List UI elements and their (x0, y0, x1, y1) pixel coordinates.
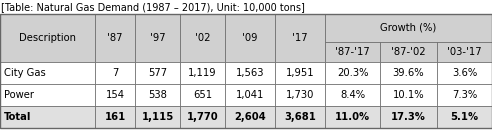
Bar (0, 62, 95, 84)
Text: 1,730: 1,730 (286, 90, 314, 100)
Text: '02: '02 (195, 33, 210, 43)
Text: 1,119: 1,119 (188, 68, 217, 78)
Bar (380, 84, 437, 106)
Bar (135, 14, 180, 62)
Bar (437, 62, 492, 84)
Bar (275, 62, 325, 84)
Bar (380, 106, 437, 128)
Text: '09: '09 (242, 33, 258, 43)
Text: 10.1%: 10.1% (393, 90, 424, 100)
Bar (135, 106, 180, 128)
Bar (95, 106, 135, 128)
Bar (275, 84, 325, 106)
Text: '87-'02: '87-'02 (391, 47, 426, 57)
Text: 1,041: 1,041 (236, 90, 264, 100)
Bar (325, 62, 380, 84)
Text: '17: '17 (292, 33, 308, 43)
Text: 5.1%: 5.1% (451, 112, 479, 122)
Text: 1,115: 1,115 (141, 112, 174, 122)
Bar (225, 14, 275, 62)
Bar (275, 14, 325, 62)
Bar (0, 14, 492, 128)
Bar (0, 84, 95, 106)
Bar (95, 14, 135, 62)
Text: '87-'17: '87-'17 (335, 47, 370, 57)
Bar (0, 106, 95, 128)
Text: 577: 577 (148, 68, 167, 78)
Bar (180, 84, 225, 106)
Bar (180, 106, 225, 128)
Bar (325, 42, 380, 62)
Bar (437, 106, 492, 128)
Bar (275, 106, 325, 128)
Text: 1,563: 1,563 (236, 68, 264, 78)
Text: 11.0%: 11.0% (335, 112, 370, 122)
Text: 39.6%: 39.6% (393, 68, 424, 78)
Bar (180, 62, 225, 84)
Text: 2,604: 2,604 (234, 112, 266, 122)
Bar (180, 14, 225, 62)
Bar (225, 106, 275, 128)
Text: 538: 538 (148, 90, 167, 100)
Text: 7: 7 (112, 68, 118, 78)
Text: [Table: Natural Gas Demand (1987 – 2017), Unit: 10,000 tons]: [Table: Natural Gas Demand (1987 – 2017)… (1, 2, 305, 12)
Text: Growth (%): Growth (%) (380, 23, 436, 33)
Bar (437, 84, 492, 106)
Text: '97: '97 (150, 33, 165, 43)
Text: 651: 651 (193, 90, 212, 100)
Text: 3.6%: 3.6% (452, 68, 477, 78)
Bar (225, 84, 275, 106)
Text: 161: 161 (104, 112, 125, 122)
Bar (380, 42, 437, 62)
Text: 7.3%: 7.3% (452, 90, 477, 100)
Text: City Gas: City Gas (4, 68, 46, 78)
Bar (437, 42, 492, 62)
Bar (325, 14, 492, 42)
Text: 20.3%: 20.3% (337, 68, 368, 78)
Text: 1,951: 1,951 (286, 68, 314, 78)
Text: Total: Total (4, 112, 31, 122)
Bar (95, 62, 135, 84)
Text: Power: Power (4, 90, 34, 100)
Text: '03-'17: '03-'17 (447, 47, 482, 57)
Text: 8.4%: 8.4% (340, 90, 365, 100)
Text: Description: Description (19, 33, 76, 43)
Text: 1,770: 1,770 (186, 112, 218, 122)
Bar (135, 62, 180, 84)
Text: 154: 154 (105, 90, 124, 100)
Bar (95, 84, 135, 106)
Bar (225, 62, 275, 84)
Bar (325, 84, 380, 106)
Bar (380, 62, 437, 84)
Bar (135, 84, 180, 106)
Text: 17.3%: 17.3% (391, 112, 426, 122)
Bar (325, 106, 380, 128)
Text: '87: '87 (107, 33, 123, 43)
Bar (0, 14, 95, 62)
Text: 3,681: 3,681 (284, 112, 316, 122)
